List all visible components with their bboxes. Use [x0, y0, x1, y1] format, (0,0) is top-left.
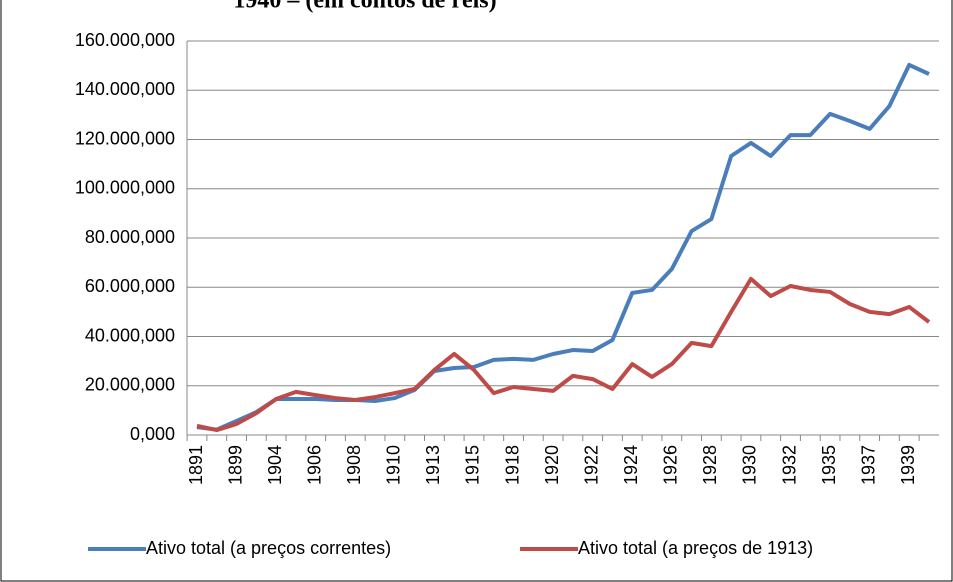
- x-tick-label: 1935: [819, 445, 839, 485]
- y-tick-label: 100.000,000: [75, 178, 175, 198]
- line-series: [196, 276, 931, 433]
- line-series: [196, 62, 930, 432]
- y-tick-label: 40.000,000: [85, 325, 175, 345]
- x-tick-label: 1899: [225, 445, 245, 485]
- x-tick-label: 1918: [502, 445, 522, 485]
- y-tick-label: 140.000,000: [75, 79, 175, 99]
- y-tick-label: 160.000,000: [75, 30, 175, 50]
- x-tick-label: 1932: [779, 445, 799, 485]
- x-tick-label: 1928: [700, 445, 720, 485]
- x-tick-label: 1920: [542, 445, 562, 485]
- x-tick-label: 1891: [186, 445, 206, 485]
- x-tick-label: 1904: [265, 445, 285, 485]
- y-tick-label: 80.000,000: [85, 227, 175, 247]
- chart-title: 1940 – (em contos de réis): [233, 0, 496, 14]
- x-tick-label: 1906: [304, 445, 324, 485]
- x-tick-label: 1924: [621, 445, 641, 485]
- x-tick-label: 1913: [423, 445, 443, 485]
- x-tick-label: 1930: [740, 445, 760, 485]
- y-tick-label: 120.000,000: [75, 128, 175, 148]
- x-tick-label: 1908: [344, 445, 364, 485]
- x-tick-label: 1939: [898, 445, 918, 485]
- legend-label: Ativo total (a preços de 1913): [578, 538, 813, 558]
- x-tick-label: 1937: [858, 445, 878, 485]
- x-tick-label: 1915: [463, 445, 483, 485]
- y-tick-label: 0,000: [130, 424, 175, 444]
- x-tick-label: 1926: [661, 445, 681, 485]
- x-tick-label: 1922: [581, 445, 601, 485]
- y-tick-label: 20.000,000: [85, 375, 175, 395]
- x-tick-label: 1910: [384, 445, 404, 485]
- y-tick-label: 60.000,000: [85, 276, 175, 296]
- legend-label: Ativo total (a preços correntes): [146, 538, 391, 558]
